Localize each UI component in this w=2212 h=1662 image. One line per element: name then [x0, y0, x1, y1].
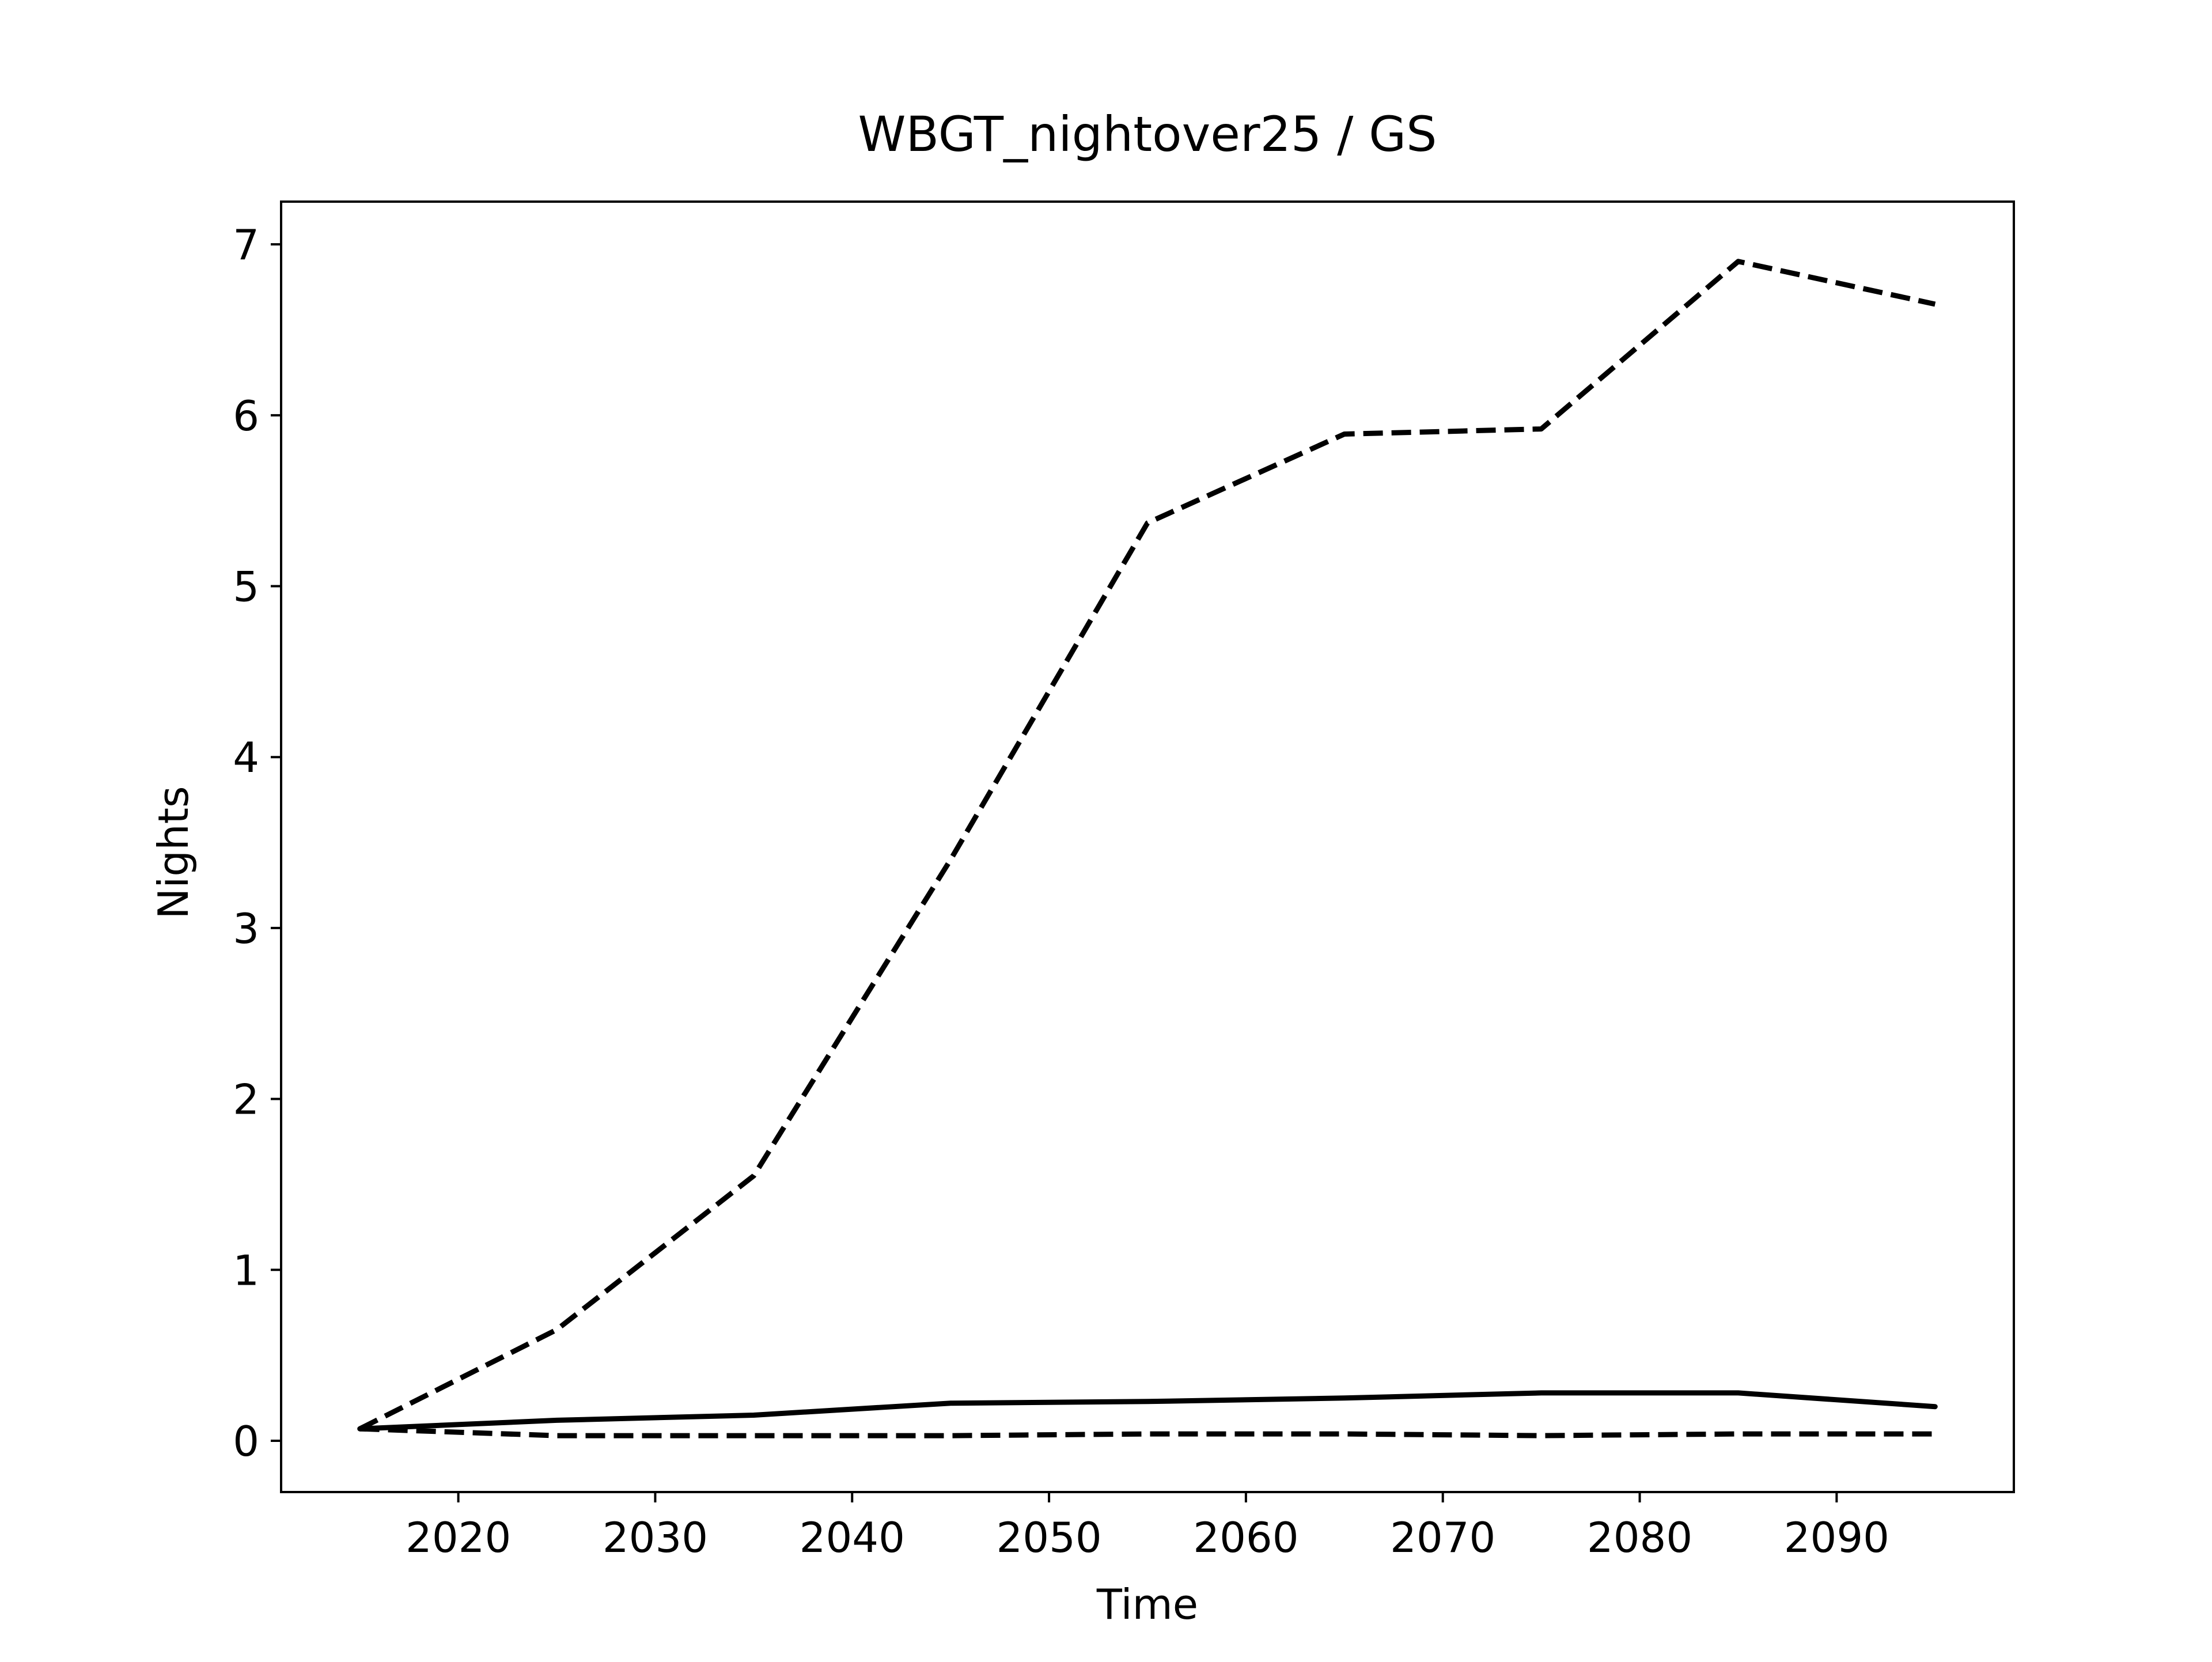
chart-title: WBGT_nightover25 / GS: [858, 106, 1437, 162]
y-tick-label: 7: [233, 221, 259, 269]
series-line-2: [357, 1390, 1938, 1432]
series-line-1: [358, 259, 1936, 1432]
x-tick-label: 2040: [800, 1513, 905, 1562]
x-axis-label: Time: [1096, 1580, 1198, 1629]
y-tick-label: 6: [233, 392, 259, 440]
x-tick-label: 2090: [1784, 1513, 1889, 1562]
series-layer: [357, 259, 1938, 1438]
x-tick-label: 2060: [1193, 1513, 1298, 1562]
series-line-3: [359, 1426, 1936, 1438]
y-tick-label: 0: [233, 1417, 259, 1466]
y-tick-label: 2: [233, 1076, 259, 1124]
y-tick-label: 3: [233, 904, 259, 953]
y-tick-label: 5: [233, 563, 259, 611]
x-tick-label: 2020: [406, 1513, 511, 1562]
y-tick-label: 1: [233, 1246, 259, 1294]
x-tick-label: 2070: [1390, 1513, 1495, 1562]
x-tick-label: 2050: [996, 1513, 1101, 1562]
ticks-layer: 2020 2030 2040 2050 2060 2070 2080 2090 0 1 2 3 4 5 6 7: [233, 221, 1889, 1562]
y-tick-label: 4: [233, 733, 259, 782]
x-tick-label: 2080: [1587, 1513, 1692, 1562]
y-axis-label: Nights: [149, 786, 198, 919]
plot-frame: [280, 200, 2015, 1493]
x-tick-label: 2030: [603, 1513, 708, 1562]
